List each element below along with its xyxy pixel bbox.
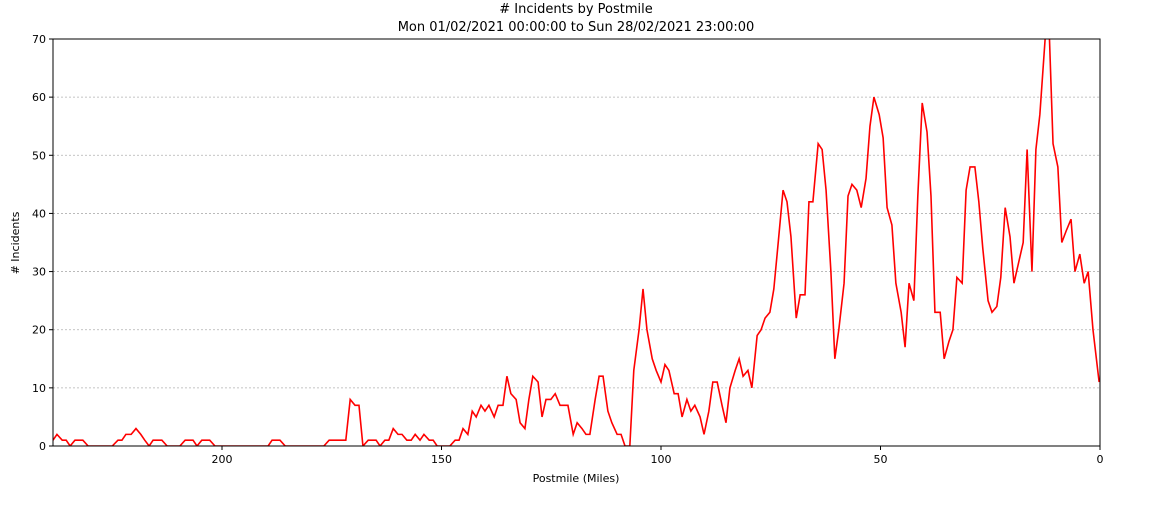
y-tick-label: 10 (32, 382, 46, 395)
chart-title: # Incidents by Postmile (499, 2, 653, 17)
y-tick-label: 20 (32, 324, 46, 337)
x-tick-label: 100 (651, 453, 672, 466)
y-tick-label: 70 (32, 33, 46, 46)
x-tick-label: 150 (431, 453, 452, 466)
y-tick-label: 50 (32, 149, 46, 162)
y-tick-label: 30 (32, 266, 46, 279)
plot-frame (52, 38, 1101, 447)
y-tick-label: 60 (32, 91, 46, 104)
ticks: 0 10 20 30 40 50 60 70 200 150 100 50 0 (32, 33, 1104, 466)
x-tick-label: 0 (1097, 453, 1104, 466)
y-axis-label: # Incidents (9, 211, 22, 274)
x-axis-label: Postmile (Miles) (533, 472, 620, 485)
data-line (53, 39, 1100, 446)
grid (53, 38, 1100, 447)
y-tick-label: 40 (32, 207, 46, 220)
y-tick-label: 0 (39, 440, 46, 453)
x-tick-label: 200 (212, 453, 233, 466)
chart-subtitle: Mon 01/02/2021 00:00:00 to Sun 28/02/202… (398, 20, 755, 35)
x-tick-label: 50 (874, 453, 888, 466)
plot-area (53, 39, 1100, 446)
